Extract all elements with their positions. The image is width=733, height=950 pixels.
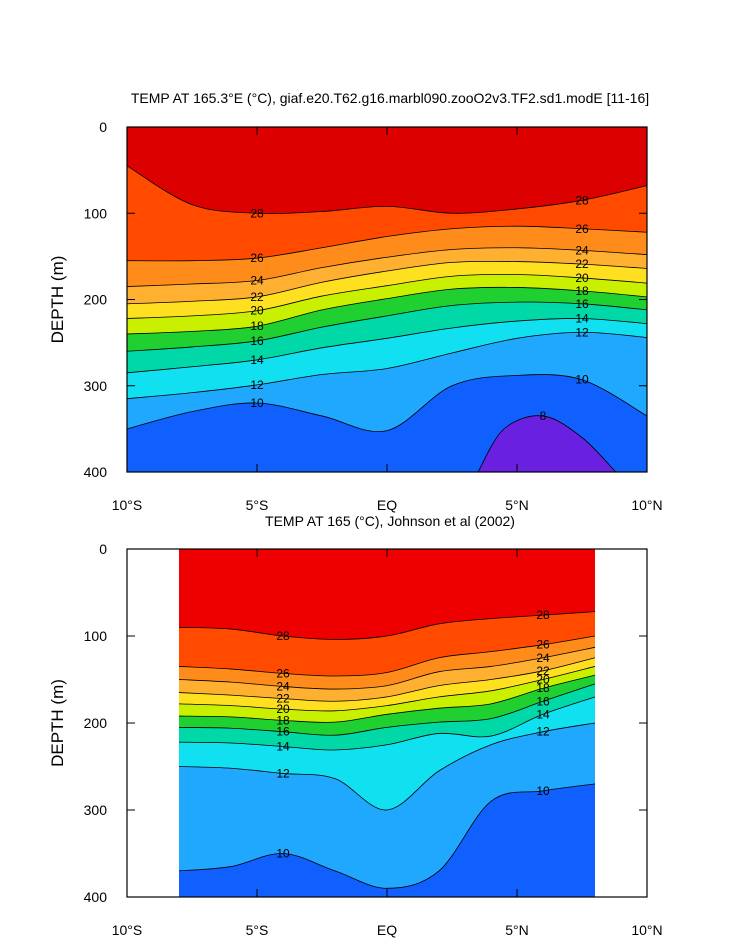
contour-label: 26 [536, 638, 550, 652]
contour-line [178, 611, 596, 640]
contour-label: 16 [276, 725, 290, 739]
y-tick-label: 200 [84, 715, 108, 731]
y-tick-label: 200 [84, 292, 108, 308]
y-tick-label: 0 [99, 119, 107, 135]
contour-label: 26 [575, 222, 589, 236]
y-tick-label: 400 [84, 889, 108, 905]
contour-label: 18 [536, 681, 550, 695]
contour-fill [179, 783, 595, 897]
chart-title: TEMP AT 165.3°E (°C), giaf.e20.T62.g16.m… [131, 90, 649, 106]
x-tick-label: 10°S [112, 497, 143, 513]
y-tick-label: 100 [84, 205, 108, 221]
contour-label: 12 [536, 725, 550, 739]
contour-label: 12 [276, 766, 290, 780]
contour-label: 8 [540, 409, 547, 423]
x-tick-label: 5°N [505, 922, 529, 938]
contour-label: 18 [250, 319, 264, 333]
contour-label: 20 [250, 304, 264, 318]
contour-label: 24 [575, 243, 589, 257]
contour-line [178, 657, 596, 702]
contour-label: 24 [536, 651, 550, 665]
contour-line [127, 273, 647, 319]
contour-line [178, 646, 596, 690]
contour-label: 22 [575, 257, 589, 271]
contour-line [477, 415, 617, 472]
plot-area: 2828262624242222202018181616141412121010… [127, 127, 647, 472]
contour-line [127, 331, 647, 400]
contour-line [127, 317, 647, 374]
contour-label: 18 [276, 713, 290, 727]
contour-line [127, 374, 647, 432]
y-axis-label: DEPTH (m) [48, 256, 67, 344]
x-tick-label: EQ [377, 922, 397, 938]
contour-line [178, 683, 596, 736]
contour-label: 14 [250, 353, 264, 367]
contour-line [127, 225, 647, 262]
contour-label: 26 [250, 251, 264, 265]
x-tick-label: 10°S [112, 922, 143, 938]
contour-line [178, 783, 596, 889]
contour-label: 28 [536, 608, 550, 622]
contour-label: 22 [276, 692, 290, 706]
y-axis-label: DEPTH (m) [48, 679, 67, 767]
contour-label: 28 [575, 193, 589, 207]
contour-label: 10 [536, 784, 550, 798]
contour-label: 24 [250, 274, 264, 288]
contour-label: 10 [276, 847, 290, 861]
y-tick-label: 100 [84, 628, 108, 644]
contour-line [127, 165, 647, 215]
contour-line [127, 286, 647, 335]
contour-label: 20 [276, 702, 290, 716]
contour-label: 10 [250, 396, 264, 410]
contour-line [127, 301, 647, 352]
contour-label: 12 [250, 378, 264, 392]
contour-label: 28 [276, 629, 290, 643]
contour-label: 10 [575, 373, 589, 387]
contour-line [127, 260, 647, 305]
contour-label: 14 [575, 311, 589, 325]
contour-label: 16 [536, 694, 550, 708]
contour-label: 22 [536, 664, 550, 678]
contour-label: 20 [536, 673, 550, 687]
chart-title: TEMP AT 165 (°C), Johnson et al (2002) [265, 513, 515, 529]
y-tick-label: 400 [84, 464, 108, 480]
contour-label: 24 [276, 679, 290, 693]
x-tick-label: 10°N [631, 497, 662, 513]
contour-line [178, 674, 596, 723]
contour-label: 12 [575, 325, 589, 339]
contour-line [178, 722, 596, 811]
x-tick-label: 5°S [246, 497, 269, 513]
y-tick-label: 300 [84, 802, 108, 818]
contour-label: 28 [250, 206, 264, 220]
contour-label: 26 [276, 666, 290, 680]
contour-label: 16 [250, 334, 264, 348]
x-tick-label: 5°N [505, 497, 529, 513]
contour-label: 20 [575, 271, 589, 285]
contour-label: 18 [575, 284, 589, 298]
x-tick-label: 10°N [631, 922, 662, 938]
y-tick-label: 0 [99, 541, 107, 557]
contour-line [127, 247, 647, 287]
x-tick-label: EQ [377, 497, 397, 513]
contour-label: 22 [250, 290, 264, 304]
contour-line [178, 696, 596, 751]
x-tick-label: 5°S [246, 922, 269, 938]
contour-fill [478, 415, 616, 472]
y-tick-label: 300 [84, 378, 108, 394]
contour-label: 14 [276, 739, 290, 753]
contour-line [178, 635, 596, 677]
contour-label: 16 [575, 297, 589, 311]
contour-line [178, 666, 596, 712]
contour-label: 14 [536, 707, 550, 721]
